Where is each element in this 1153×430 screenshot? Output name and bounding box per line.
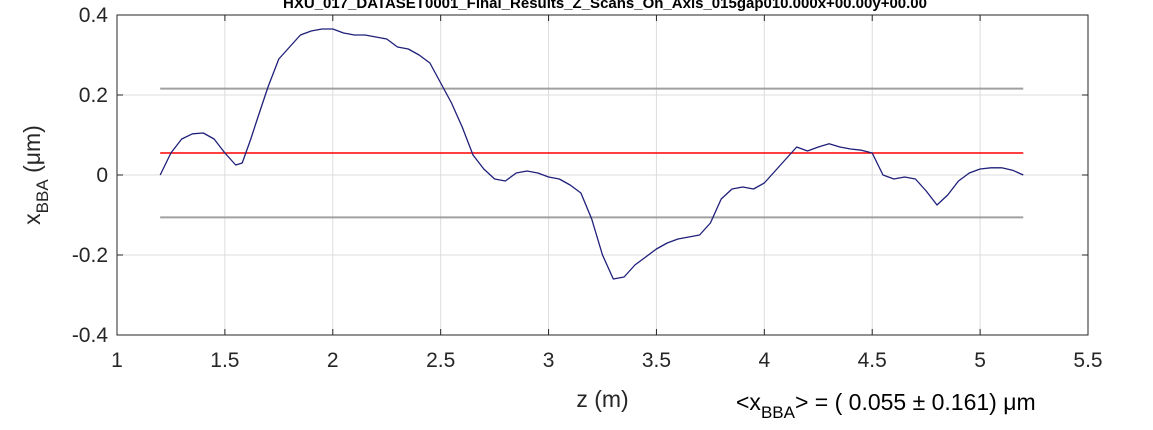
x-tick-label: 3.5 (642, 349, 671, 372)
x-tick-label: 5 (974, 349, 986, 372)
x-tick-label: 4.5 (858, 349, 887, 372)
x-tick-label: 1.5 (210, 349, 239, 372)
mean-std-annotation: <xBBA> = ( 0.055 ± 0.161) μm (736, 389, 1036, 422)
stat-suffix: > = ( 0.055 ± 0.161) μm (795, 389, 1036, 415)
x-axis-title: z (m) (576, 386, 628, 412)
y-tick-label: 0.4 (79, 4, 109, 27)
x-tick-label: 4 (758, 349, 770, 372)
series-layer (159, 28, 1024, 280)
x-tick-label: 2.5 (426, 349, 455, 372)
y-axis-title: xBBA (μm) (19, 125, 52, 225)
stat-subscript: BBA (761, 403, 796, 422)
tick-layer: 1 1.5 2 2.5 3 3.5 4 4.5 5 5.5 -0.4 -0.2 0 0.2 0.4 (72, 4, 1103, 372)
y-tick-label: -0.4 (72, 324, 109, 347)
x-tick-label: 3 (543, 349, 555, 372)
y-tick-label: 0 (96, 164, 108, 187)
stat-prefix: <x (736, 389, 761, 415)
reference-lines (160, 87, 1024, 219)
x-tick-label: 2 (327, 349, 339, 372)
y-axis-title-unit: (μm) (19, 125, 45, 179)
x-bba-series-line (159, 28, 1024, 280)
grid-layer (116, 14, 1089, 336)
y-axis-title-subscript: BBA (33, 179, 52, 214)
y-tick-label: -0.2 (72, 244, 108, 267)
y-axis-title-main: x (19, 213, 45, 225)
y-tick-label: 0.2 (79, 84, 108, 107)
x-tick-label: 1 (111, 349, 123, 372)
x-tick-label: 5.5 (1073, 349, 1102, 372)
chart-title: HXU_017_DATASET0001_Final_Results_Z_Scan… (283, 0, 927, 12)
